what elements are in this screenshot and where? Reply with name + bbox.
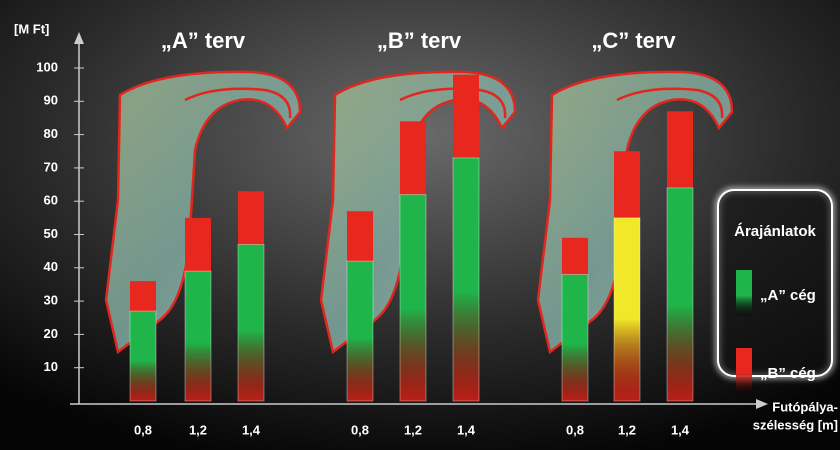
y-tick-label: 50 <box>44 226 58 241</box>
x-tick-label: 1,4 <box>242 422 261 437</box>
y-tick-label: 10 <box>44 359 58 374</box>
x-tick-label: 0,8 <box>566 422 584 437</box>
x-tick-label: 1,4 <box>671 422 690 437</box>
x-axis-arrow <box>756 399 768 409</box>
y-axis-arrow <box>74 32 84 44</box>
y-tick-label: 80 <box>44 126 58 141</box>
legend-swatch <box>736 270 752 316</box>
group-title: „A” terv <box>161 28 246 53</box>
y-axis-label: [M Ft] <box>14 21 49 36</box>
y-tick-label: 90 <box>44 93 58 108</box>
x-tick-label: 0,8 <box>134 422 152 437</box>
y-tick-label: 20 <box>44 326 58 341</box>
bar-a <box>237 243 265 402</box>
y-tick-label: 30 <box>44 293 58 308</box>
bar-a <box>666 187 694 402</box>
y-tick-label: 40 <box>44 259 58 274</box>
legend-label: „B” cég <box>760 365 816 382</box>
map-runway <box>616 87 724 119</box>
x-axis-label: szélesség [m] <box>753 417 838 432</box>
bar-a <box>613 217 641 402</box>
y-tick-label: 100 <box>36 59 58 74</box>
group-title: „C” terv <box>591 28 676 53</box>
legend-label: „A” cég <box>760 287 816 304</box>
bar-a <box>346 260 374 402</box>
x-tick-label: 0,8 <box>351 422 369 437</box>
x-axis-label: Futópálya- <box>772 399 838 414</box>
bar-a <box>452 157 480 402</box>
legend-title: Árajánlatok <box>734 223 816 240</box>
x-tick-label: 1,2 <box>618 422 636 437</box>
bar-a <box>184 270 212 402</box>
group-title: „B” terv <box>377 28 462 53</box>
map-runway <box>184 87 292 119</box>
y-tick-label: 70 <box>44 159 58 174</box>
map-runway <box>399 87 507 119</box>
legend-swatch <box>736 348 752 394</box>
x-tick-label: 1,2 <box>189 422 207 437</box>
legend-box <box>717 189 833 377</box>
x-tick-label: 1,4 <box>457 422 476 437</box>
y-tick-label: 60 <box>44 193 58 208</box>
x-tick-label: 1,2 <box>404 422 422 437</box>
bar-a <box>561 273 589 402</box>
bar-a <box>399 194 427 402</box>
bar-a <box>129 310 157 402</box>
